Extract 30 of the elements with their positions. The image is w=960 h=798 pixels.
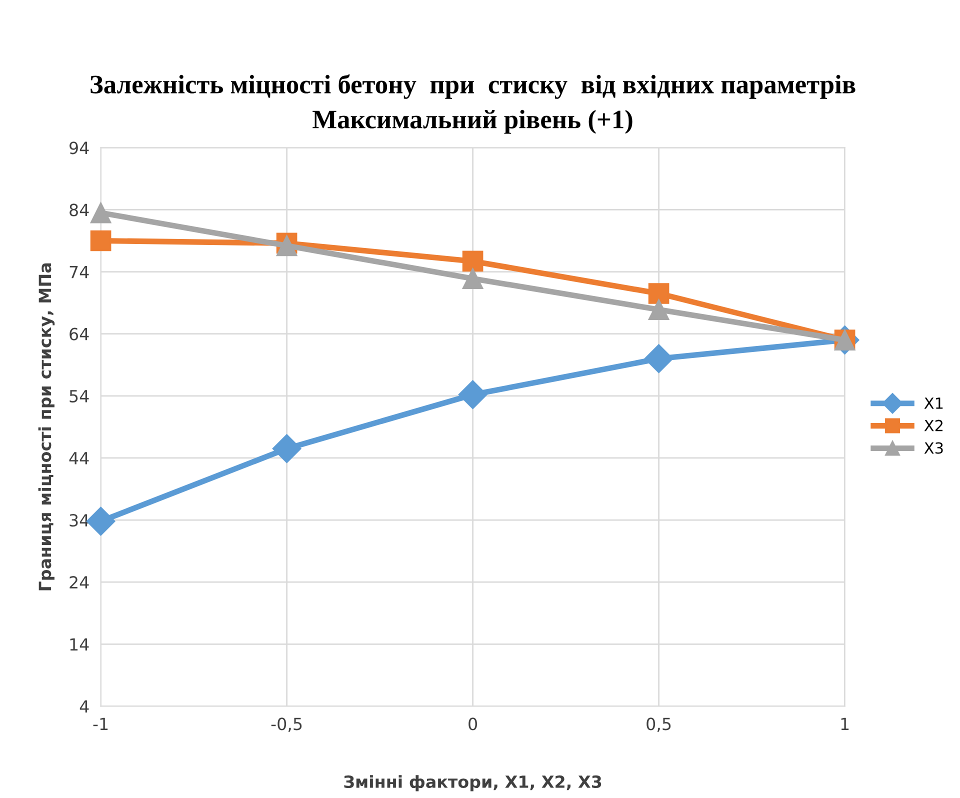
point xyxy=(458,380,488,410)
x-tick-label: -0,5 xyxy=(271,718,302,732)
legend-label: X3 xyxy=(924,442,943,454)
point xyxy=(644,344,674,374)
x-tick-label: -1 xyxy=(93,718,108,730)
y-tick-label: 74 xyxy=(70,266,89,278)
point xyxy=(90,202,112,224)
y-tick-label: 84 xyxy=(70,204,89,216)
point xyxy=(90,230,112,252)
legend-label: X2 xyxy=(924,420,943,432)
y-tick-label: 24 xyxy=(70,576,89,588)
point xyxy=(272,434,302,464)
x-tick-label: 0,5 xyxy=(646,718,671,732)
legend-label: X1 xyxy=(924,398,943,409)
y-tick-label: 34 xyxy=(70,514,89,527)
point xyxy=(462,268,484,290)
point xyxy=(648,283,670,304)
y-axis-title: Границя міцності при стиску, МПа xyxy=(38,263,55,590)
x-tick-label: 1 xyxy=(841,718,849,730)
point xyxy=(462,250,484,272)
x-tick-label: 0 xyxy=(468,718,477,730)
y-tick-label: 64 xyxy=(70,328,89,340)
y-tick-label: 4 xyxy=(80,700,89,713)
y-tick-label: 54 xyxy=(70,390,89,402)
point xyxy=(648,299,670,320)
y-tick-label: 44 xyxy=(69,452,89,464)
y-tick-label: 14 xyxy=(70,638,89,650)
chart-title: Залежність міцності бетону при стиску від вхідних параметрів Максимальний рівень (+1) xyxy=(90,74,856,134)
x-axis-title: Змінні фактори, X1, X2, X3 xyxy=(344,775,602,792)
y-tick-label: 94 xyxy=(70,142,89,154)
